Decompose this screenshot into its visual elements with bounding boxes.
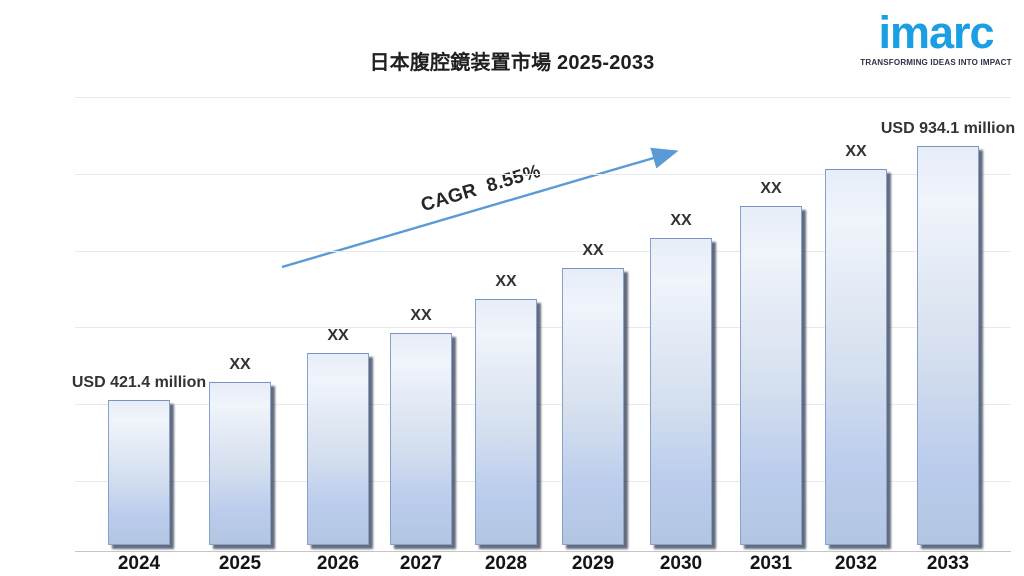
x-axis-tick-2030: 2030 — [659, 553, 703, 574]
bar-value-label-2028: XX — [495, 273, 517, 290]
gridline — [75, 97, 1011, 98]
x-axis-tick-2031: 2031 — [749, 553, 793, 574]
x-axis-tick-2028: 2028 — [484, 553, 528, 574]
x-axis-tick-2025: 2025 — [218, 553, 262, 574]
imarc-tagline: TRANSFORMING IDEAS INTO IMPACT — [860, 58, 1012, 67]
gridline — [75, 327, 1011, 328]
x-axis-line — [75, 551, 1011, 552]
bar-2033 — [917, 146, 979, 545]
bar-value-label-2027: XX — [410, 307, 432, 324]
gridline — [75, 174, 1011, 175]
bar-value-label-2033: USD 934.1 million — [880, 120, 1016, 137]
imarc-wordmark: imarc — [878, 7, 994, 58]
gridline — [75, 404, 1011, 405]
x-axis-tick-2026: 2026 — [316, 553, 360, 574]
bar-2031 — [740, 206, 802, 545]
cagr-label: CAGR 8.55% — [418, 160, 544, 217]
x-axis-tick-2027: 2027 — [399, 553, 443, 574]
bar-2024 — [108, 400, 170, 545]
imarc-logo: imarc TRANSFORMING IDEAS INTO IMPACT — [860, 7, 1012, 68]
bar-2027 — [390, 333, 452, 545]
bar-value-label-2029: XX — [582, 242, 604, 259]
bar-value-label-2025: XX — [229, 356, 251, 373]
bar-2025 — [209, 382, 271, 545]
bar-2030 — [650, 238, 712, 545]
bar-value-label-2030: XX — [670, 212, 692, 229]
bar-value-label-2024: USD 421.4 million — [71, 374, 207, 391]
bar-2032 — [825, 169, 887, 545]
x-axis-tick-2033: 2033 — [926, 553, 970, 574]
bar-2026 — [307, 353, 369, 545]
bar-value-label-2026: XX — [327, 327, 349, 344]
x-axis-tick-2024: 2024 — [117, 553, 161, 574]
bar-2028 — [475, 299, 537, 545]
x-axis-tick-2029: 2029 — [571, 553, 615, 574]
x-axis-tick-2032: 2032 — [834, 553, 878, 574]
bar-value-label-2032: XX — [845, 143, 867, 160]
gridline — [75, 251, 1011, 252]
bar-2029 — [562, 268, 624, 545]
page-title: 日本腹腔鏡装置市場 2025-2033 — [369, 52, 655, 74]
bar-value-label-2031: XX — [760, 180, 782, 197]
gridline — [75, 481, 1011, 482]
